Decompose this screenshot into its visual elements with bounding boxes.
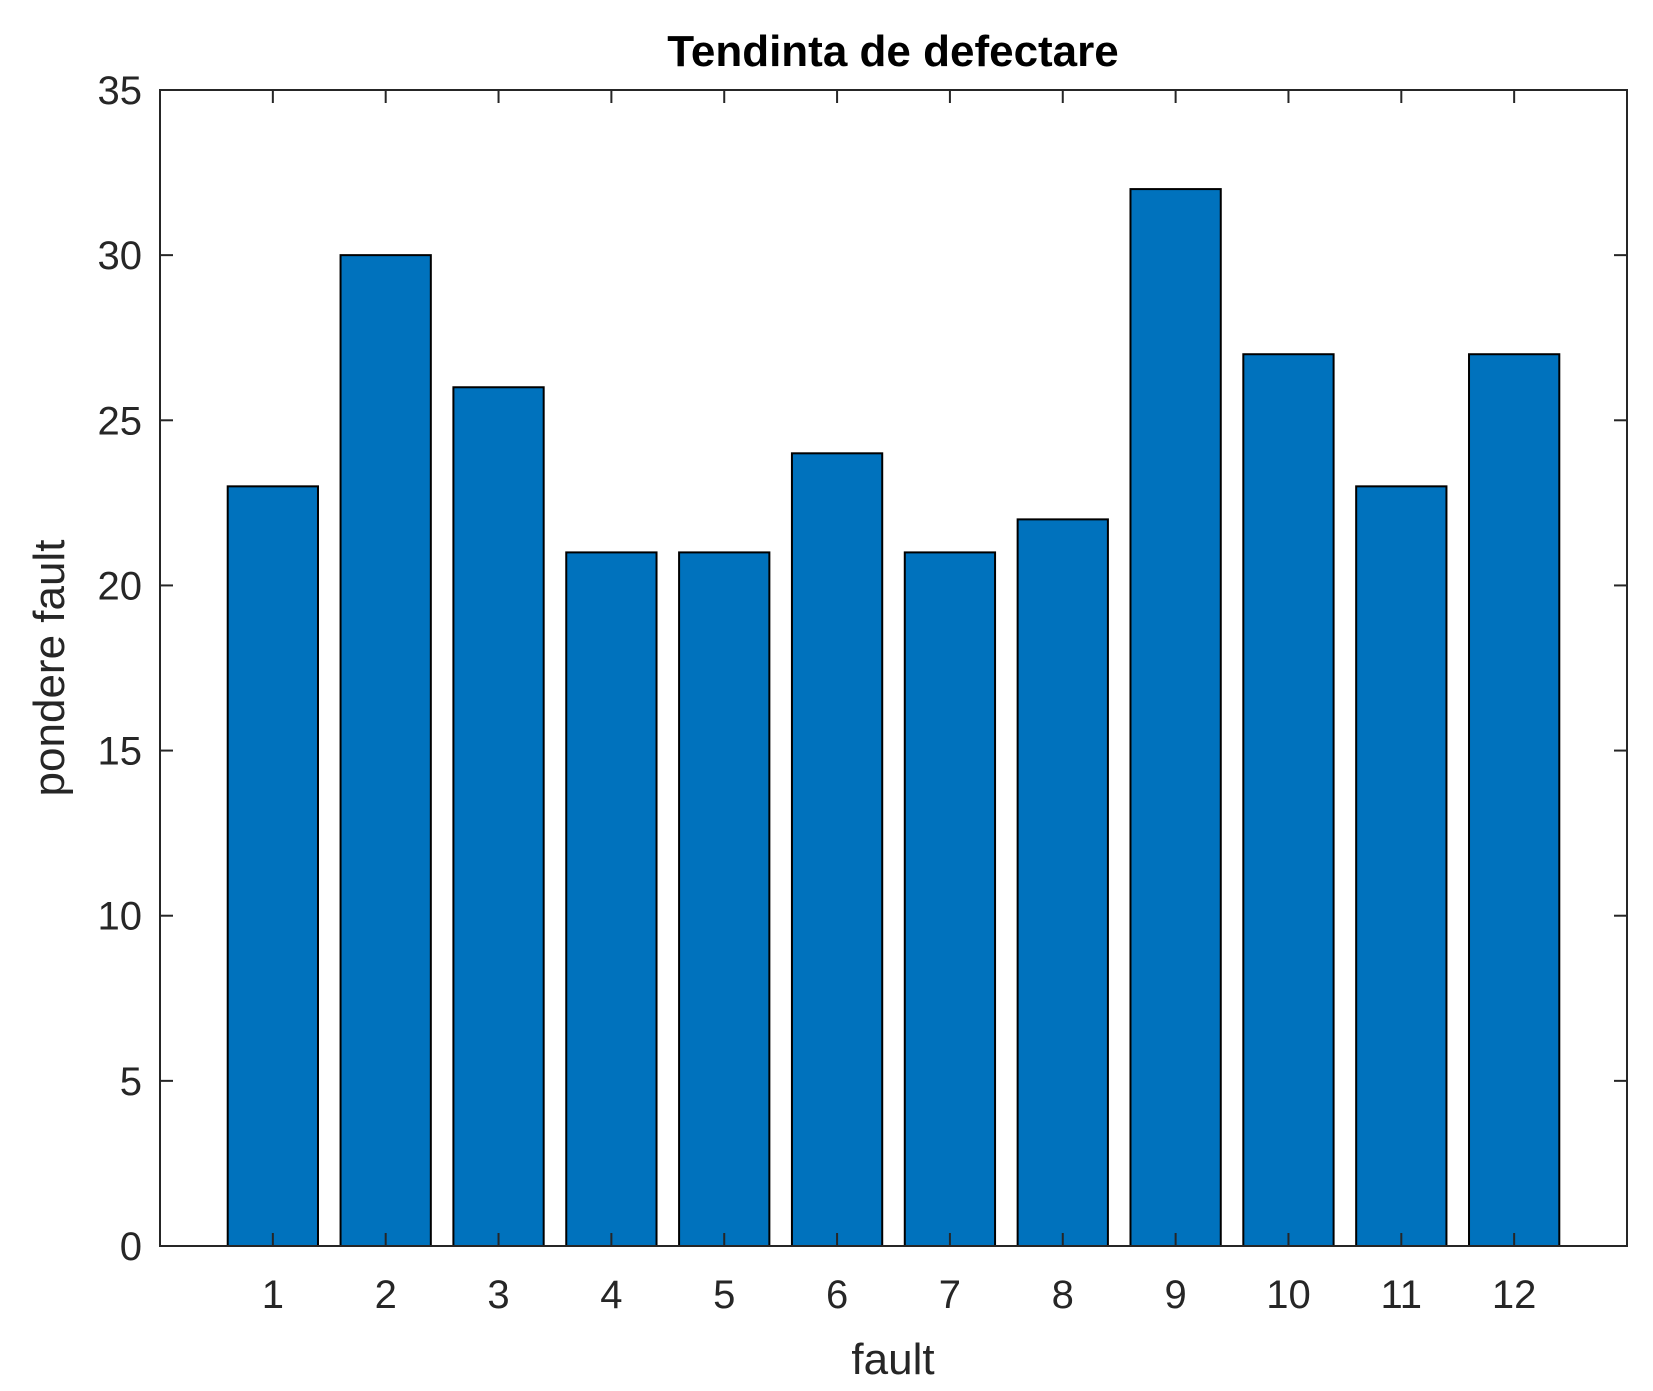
- x-tick-label: 10: [1266, 1273, 1311, 1317]
- x-tick-label: 7: [939, 1273, 961, 1317]
- y-tick-label: 5: [120, 1060, 142, 1104]
- bar-4: [565, 551, 658, 1247]
- y-tick-label: 10: [98, 895, 143, 939]
- x-tick-label: 2: [375, 1273, 397, 1317]
- x-tick-label: 1: [262, 1273, 284, 1317]
- x-tick-label: 5: [713, 1273, 735, 1317]
- x-tick-label: 9: [1164, 1273, 1186, 1317]
- x-tick-label: 11: [1381, 1273, 1423, 1317]
- y-tick-label: 30: [98, 234, 143, 278]
- axes-box: [159, 89, 1628, 1247]
- bar-11: [1355, 485, 1448, 1247]
- x-tick-label: 8: [1052, 1273, 1074, 1317]
- bar-6: [790, 452, 884, 1247]
- x-axis-title: fault: [851, 1335, 934, 1384]
- bar-10: [1242, 353, 1335, 1248]
- bar-9: [1129, 188, 1222, 1248]
- y-tick-label: 25: [98, 399, 143, 443]
- y-tick-label: 0: [120, 1225, 142, 1269]
- bar-3: [452, 386, 545, 1247]
- y-tick-label: 20: [98, 564, 143, 608]
- x-tick-label: 3: [487, 1273, 509, 1317]
- axes-group: [159, 89, 1628, 1247]
- y-tick-label: 15: [98, 730, 143, 774]
- x-tick-label: 12: [1492, 1273, 1537, 1317]
- x-tick-label: 6: [826, 1273, 848, 1317]
- bar-7: [903, 551, 997, 1247]
- bar-8: [1016, 518, 1109, 1247]
- y-axis-title: pondere fault: [25, 540, 74, 797]
- bar-1: [226, 485, 319, 1247]
- bar-12: [1468, 353, 1561, 1248]
- bar-5: [678, 551, 771, 1247]
- x-tick-label: 4: [600, 1273, 622, 1317]
- bars-group: [226, 188, 1561, 1248]
- chart-title: Tendinta de defectare: [667, 27, 1119, 76]
- bar-2: [339, 254, 432, 1247]
- y-tick-label: 35: [98, 69, 143, 113]
